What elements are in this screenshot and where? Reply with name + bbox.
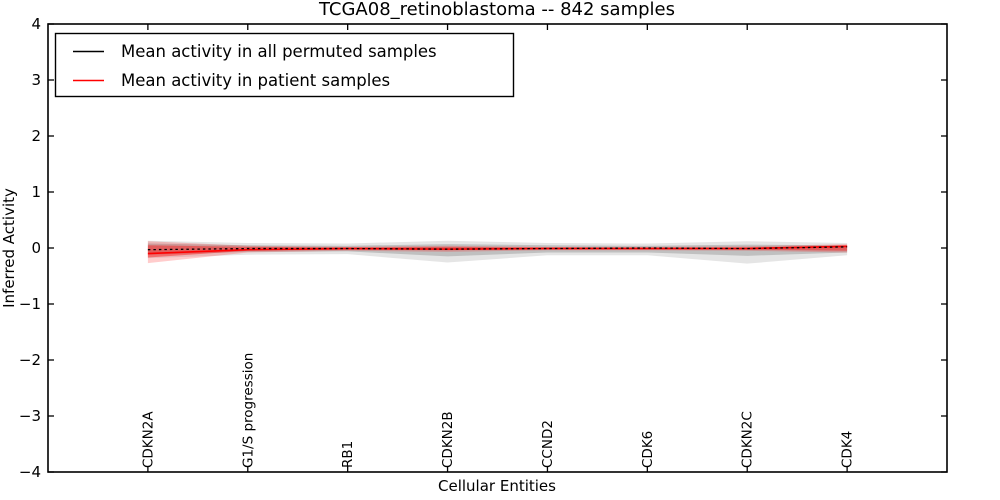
x-category-label: RB1 (340, 441, 356, 468)
y-tick-label: −4 (19, 463, 41, 481)
legend-label-patient-samples: Mean activity in patient samples (121, 71, 390, 90)
band-permuted-std-outer (147, 240, 848, 264)
band-patient-std-outer (147, 241, 848, 264)
chart-title: TCGA08_retinoblastoma -- 842 samples (318, 0, 675, 20)
x-category-label: CDKN2A (140, 411, 156, 468)
x-category-label: G1/S progression (240, 353, 256, 468)
legend-box (54, 32, 515, 98)
band-permuted-std-inner (147, 243, 848, 257)
y-tick-label: 2 (31, 127, 41, 145)
y-tick-label: 1 (31, 183, 41, 201)
y-tick-label: 4 (31, 15, 41, 33)
plot-area: −4 −3 −2 −1 0 1 2 3 4 CDKN2A G1/S progression RB1 CD… (19, 15, 947, 481)
y-tick-label: 0 (31, 239, 41, 257)
x-axis-label: Cellular Entities (438, 477, 556, 495)
y-tick-label: −3 (19, 407, 41, 425)
x-category-label: CDK4 (840, 431, 856, 468)
x-category-label: CCND2 (540, 420, 556, 468)
series-line-patient (147, 245, 848, 255)
x-category-label: CDKN2C (740, 411, 756, 468)
legend-label-permuted-samples: Mean activity in all permuted samples (121, 42, 437, 61)
y-tick-label: 3 (31, 71, 41, 89)
y-axis-label: Inferred Activity (0, 188, 18, 308)
y-tick-label: −1 (19, 295, 41, 313)
y-tick-label: −2 (19, 351, 41, 369)
legend: Mean activity in all permuted samples Me… (54, 32, 515, 98)
x-category-label: CDK6 (640, 431, 656, 468)
plot-border (47, 23, 948, 473)
x-category-label: CDKN2B (440, 411, 456, 468)
series-line-permuted (147, 246, 848, 251)
